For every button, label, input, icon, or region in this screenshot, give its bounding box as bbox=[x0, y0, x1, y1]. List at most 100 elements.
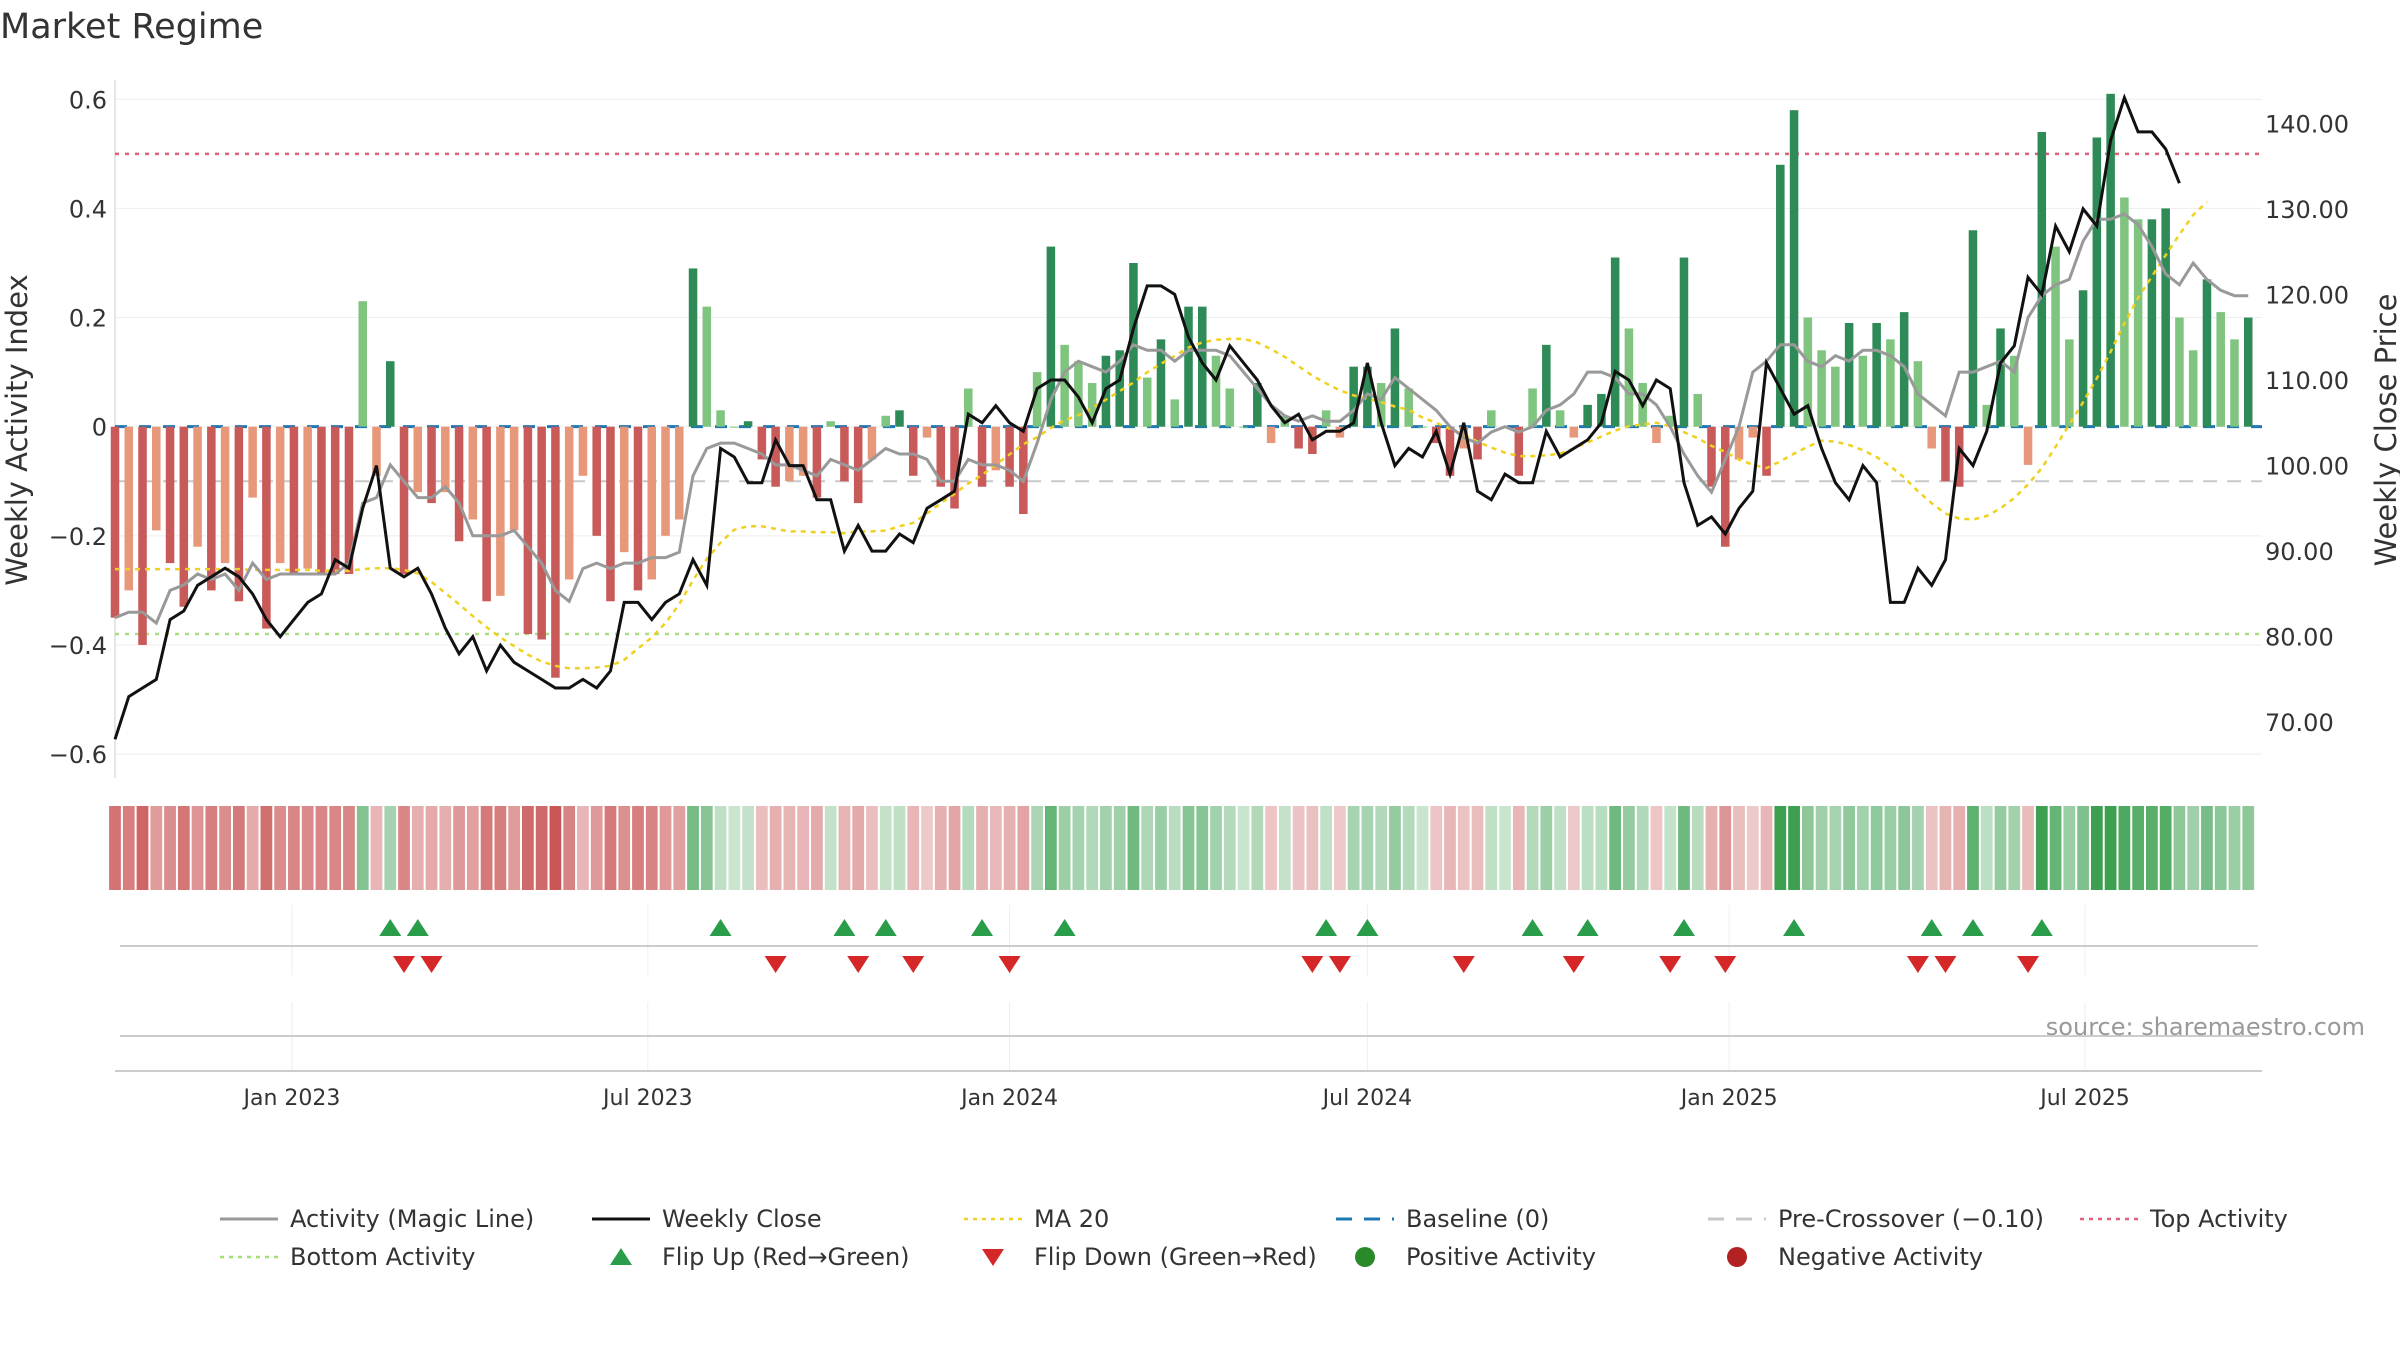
flip-up-marker bbox=[874, 919, 897, 936]
flip-down-marker bbox=[1562, 956, 1585, 973]
flip-up-marker bbox=[1576, 919, 1599, 936]
legend-swatch bbox=[610, 1248, 632, 1265]
regime-strip-cell bbox=[260, 806, 273, 890]
flip-up-marker bbox=[1783, 919, 1806, 936]
regime-strip-cell bbox=[2228, 806, 2241, 890]
regime-strip-cell bbox=[1760, 806, 1773, 890]
regime-strip-cell bbox=[177, 806, 190, 890]
regime-strip-cell bbox=[2118, 806, 2131, 890]
regime-strip-cell bbox=[1485, 806, 1498, 890]
flip-up-marker bbox=[1356, 919, 1379, 936]
regime-strip-cell bbox=[2159, 806, 2172, 890]
activity-bar bbox=[688, 268, 698, 427]
activity-bar bbox=[1583, 404, 1592, 427]
activity-bar bbox=[1046, 246, 1056, 427]
activity-bar bbox=[1005, 426, 1014, 487]
regime-strip-cell bbox=[714, 806, 727, 890]
regime-strip-cell bbox=[1650, 806, 1663, 890]
activity-bar bbox=[633, 426, 643, 591]
regime-strip-cell bbox=[2008, 806, 2021, 890]
regime-strip-cell bbox=[1278, 806, 1291, 890]
regime-strip-cell bbox=[645, 806, 658, 890]
legend-swatch bbox=[982, 1249, 1004, 1266]
legend-swatch bbox=[1355, 1247, 1375, 1267]
activity-bar bbox=[220, 426, 230, 564]
regime-strip-cell bbox=[728, 806, 741, 890]
activity-bar bbox=[1142, 377, 1152, 427]
regime-strip-cell bbox=[769, 806, 782, 890]
regime-strip-cell bbox=[1678, 806, 1690, 890]
regime-strip-cell bbox=[343, 806, 355, 890]
regime-strip-cell bbox=[742, 806, 754, 890]
legend-label: Flip Down (Green→Red) bbox=[1034, 1243, 1317, 1271]
regime-strip-cell bbox=[1320, 806, 1333, 890]
activity-bar bbox=[1817, 350, 1826, 427]
regime-strip-cell bbox=[1251, 806, 1264, 890]
activity-bar bbox=[812, 426, 822, 498]
regime-strip-cell bbox=[1691, 806, 1704, 890]
regime-strip-cell bbox=[948, 806, 961, 890]
regime-strip-cell bbox=[1788, 806, 1800, 890]
regime-strip-cell bbox=[288, 806, 300, 890]
regime-strip-cell bbox=[852, 806, 865, 890]
regime-strip-cell bbox=[879, 806, 892, 890]
activity-bar bbox=[138, 426, 147, 645]
regime-strip-cell bbox=[1017, 806, 1030, 890]
activity-bar bbox=[1996, 328, 2005, 427]
activity-bar bbox=[496, 426, 505, 596]
activity-bar bbox=[454, 426, 464, 542]
activity-bar bbox=[702, 306, 712, 427]
y-right-tick-label: 120.00 bbox=[2265, 281, 2349, 309]
flip-up-marker bbox=[1920, 919, 1943, 936]
activity-bar bbox=[1968, 230, 1978, 427]
activity-bar bbox=[2161, 208, 2170, 427]
y-tick-label: 0 bbox=[92, 414, 107, 442]
activity-bar bbox=[2216, 312, 2225, 427]
activity-bar bbox=[826, 421, 835, 427]
activity-bar bbox=[482, 426, 491, 602]
activity-bar bbox=[936, 426, 946, 487]
regime-strip-cell bbox=[274, 806, 287, 890]
regime-strip-cell bbox=[976, 806, 988, 890]
activity-bar bbox=[110, 426, 120, 618]
regime-strip-cell bbox=[1100, 806, 1112, 890]
flip-up-marker bbox=[1961, 919, 1984, 936]
regime-strip-cell bbox=[1402, 806, 1415, 890]
activity-bar bbox=[2147, 219, 2157, 427]
regime-strip-cell bbox=[907, 806, 920, 890]
flip-down-marker bbox=[1301, 956, 1324, 973]
activity-bar bbox=[908, 426, 918, 476]
regime-strip-cell bbox=[425, 806, 438, 890]
regime-strip-cell bbox=[1389, 806, 1401, 890]
regime-strip bbox=[109, 806, 2255, 890]
ma20-line bbox=[115, 201, 2208, 670]
activity-bar bbox=[1542, 344, 1551, 427]
activity-bar bbox=[234, 426, 244, 602]
flip-up-marker bbox=[1672, 919, 1695, 936]
regime-strip-cell bbox=[1127, 806, 1140, 890]
activity-bar bbox=[2175, 317, 2184, 427]
activity-bar bbox=[1321, 410, 1331, 427]
regime-strip-cell bbox=[2104, 806, 2117, 890]
flip-down-marker bbox=[1328, 956, 1351, 973]
regime-strip-cell bbox=[1774, 806, 1787, 890]
activity-bar bbox=[1170, 399, 1180, 427]
left-y-axis-ticks: 0.6 0.4 0.2 0 −0.2 −0.4 −0.6 bbox=[49, 86, 107, 769]
regime-strip-cell bbox=[480, 806, 493, 890]
activity-bar bbox=[124, 426, 134, 591]
x-tick-label: Jul 2024 bbox=[1321, 1086, 1413, 1111]
right-y-axis-ticks: 140.00 130.00 120.00 110.00 100.00 90.00 80.00… bbox=[2265, 110, 2349, 737]
regime-strip-cell bbox=[1031, 806, 1043, 890]
regime-strip-cell bbox=[301, 806, 314, 890]
regime-strip-cell bbox=[1347, 806, 1360, 890]
activity-bar bbox=[1789, 110, 1799, 427]
regime-strip-cell bbox=[508, 806, 521, 890]
activity-bar bbox=[1886, 339, 1895, 427]
activity-bar bbox=[2078, 290, 2088, 427]
regime-strip-cell bbox=[1595, 806, 1608, 890]
y-tick-label: 0.6 bbox=[69, 86, 107, 114]
regime-strip-cell bbox=[356, 806, 369, 890]
flip-down-marker bbox=[1452, 956, 1475, 973]
activity-bar bbox=[372, 426, 381, 476]
activity-bar bbox=[1569, 426, 1579, 438]
